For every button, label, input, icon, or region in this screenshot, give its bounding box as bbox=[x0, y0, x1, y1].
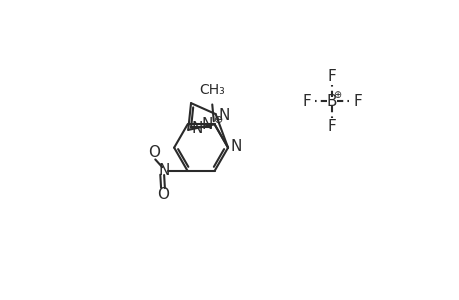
Text: N: N bbox=[218, 108, 230, 123]
Text: N: N bbox=[191, 121, 202, 136]
Text: F: F bbox=[327, 69, 336, 84]
Text: CH₃: CH₃ bbox=[199, 83, 224, 97]
Text: O: O bbox=[157, 188, 168, 202]
Text: F: F bbox=[327, 118, 336, 134]
Text: F: F bbox=[302, 94, 310, 109]
Text: O: O bbox=[147, 145, 159, 160]
Text: B: B bbox=[326, 94, 336, 109]
Text: F: F bbox=[352, 94, 361, 109]
Text: ⊕: ⊕ bbox=[333, 90, 341, 100]
Text: N: N bbox=[230, 139, 241, 154]
Text: N: N bbox=[158, 164, 170, 178]
Text: ⊕: ⊕ bbox=[213, 116, 223, 125]
Text: N: N bbox=[201, 117, 213, 132]
